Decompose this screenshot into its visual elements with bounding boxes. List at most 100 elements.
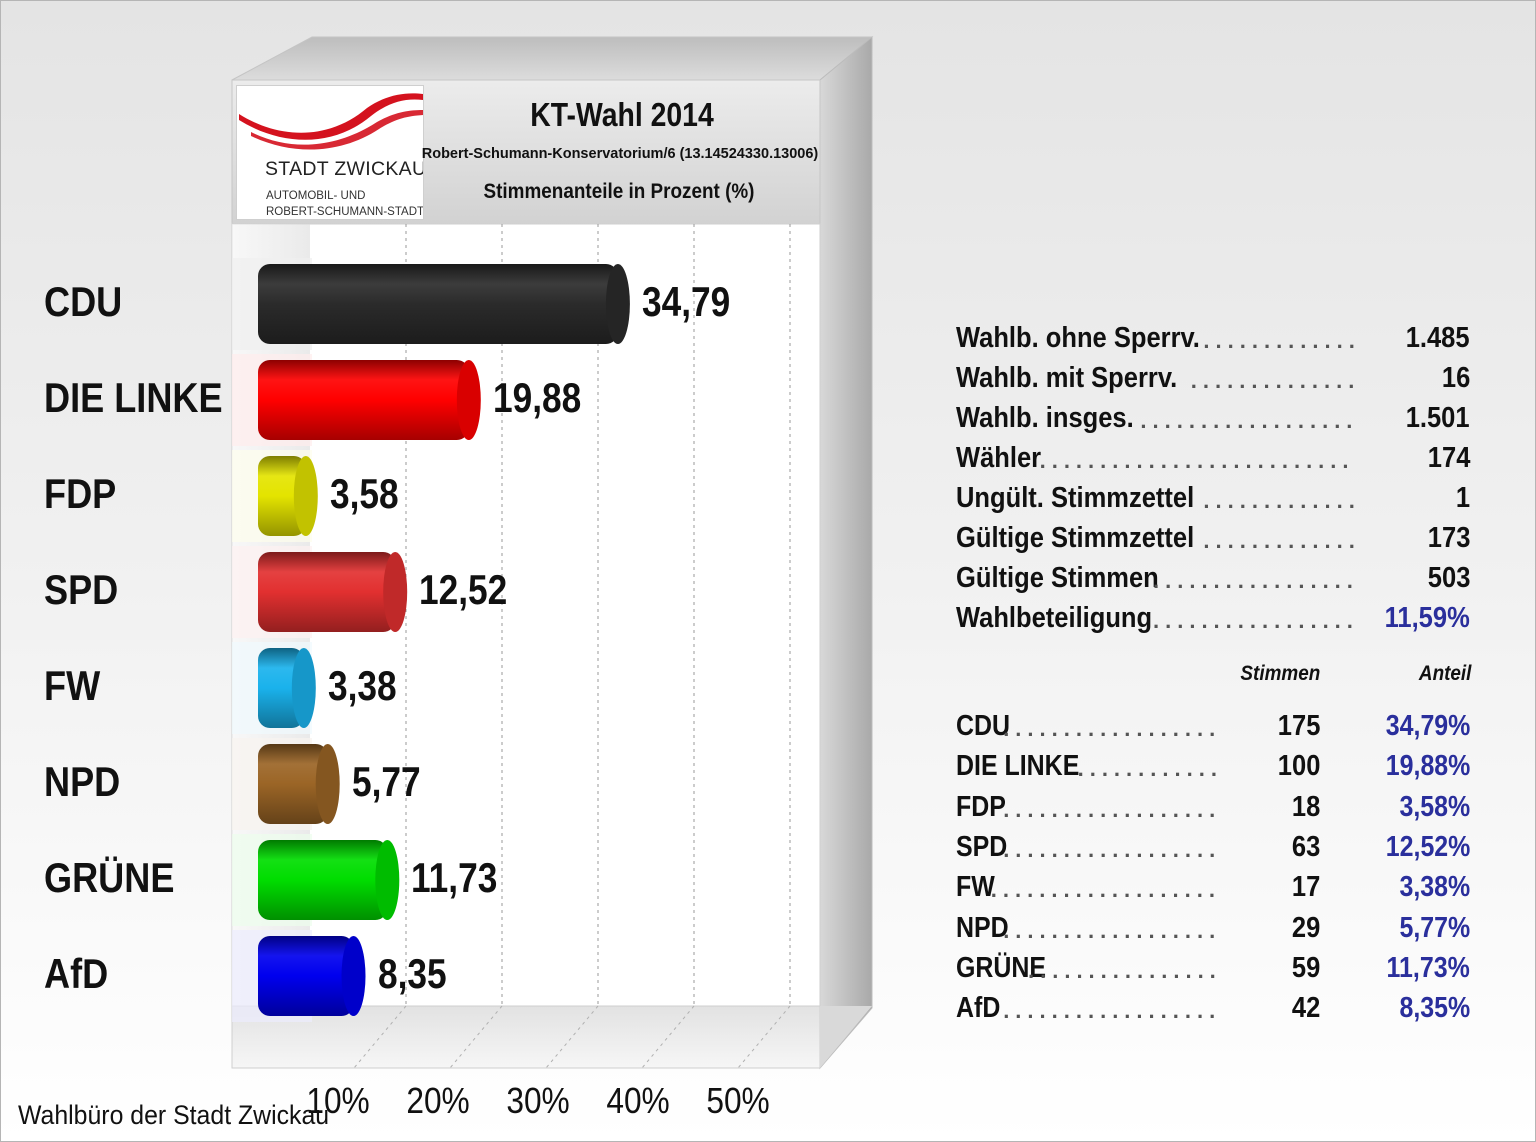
- leader-dots: ........................................: [1203, 528, 1356, 553]
- x-tick-label: 20%: [406, 1080, 470, 1121]
- bar-fdp: [258, 456, 306, 536]
- leader-dots: ..............................: [1003, 716, 1222, 741]
- table-votes: 42: [1291, 992, 1320, 1025]
- bar-end-cap: [341, 936, 366, 1016]
- table-share: 8,35%: [1399, 992, 1470, 1025]
- category-label: NPD: [44, 758, 121, 805]
- table-votes: 18: [1291, 790, 1320, 823]
- category-label: FW: [44, 662, 101, 709]
- stat-value: 16: [1441, 362, 1470, 394]
- leader-dots: ..............................: [1077, 756, 1222, 782]
- table-party: SPD: [956, 830, 1008, 863]
- table-share: 19,88%: [1385, 750, 1470, 783]
- data-label: 19,88: [492, 374, 582, 421]
- logo-swoosh-icon: [239, 93, 423, 150]
- stat-row: Gültige Stimmzettel.....................…: [956, 522, 1472, 558]
- table-party: FW: [956, 871, 995, 904]
- leader-dots: ........................................: [1039, 448, 1356, 473]
- city-logo: STADT ZWICKAU AUTOMOBIL- UND ROBERT-SCHU…: [236, 85, 424, 220]
- stat-row: Gültige Stimmen.........................…: [956, 562, 1472, 598]
- stat-label: Gültige Stimmen: [956, 562, 1159, 594]
- chart-subtitle: Robert-Schumann-Konservatorium/6 (13.145…: [421, 146, 819, 162]
- data-label: 5,77: [351, 758, 421, 805]
- stat-label: Ungült. Stimmzettel: [956, 482, 1195, 514]
- x-tick-label: 10%: [306, 1080, 370, 1121]
- leader-dots: ..............................: [1003, 796, 1222, 822]
- category-label: CDU: [44, 278, 123, 325]
- leader-dots: ........................................: [1203, 328, 1356, 353]
- bar-fw: [258, 648, 304, 728]
- stat-row: Wahlbeteiligung.........................…: [956, 602, 1472, 638]
- table-votes: 175: [1277, 710, 1320, 742]
- table-share: 3,38%: [1399, 871, 1470, 904]
- table-row: FDP.............................. 18 3,58%: [956, 791, 1472, 827]
- leader-dots: ..............................: [1003, 917, 1222, 943]
- column-header-share: Anteil: [1418, 662, 1472, 685]
- stat-label: Wahlb. ohne Sperrv.: [956, 322, 1200, 354]
- table-votes: 59: [1291, 951, 1320, 984]
- data-label: 34,79: [641, 278, 731, 325]
- bar-spd: [258, 552, 396, 632]
- stat-row: Wahlb. mit Sperrv.......................…: [956, 362, 1472, 398]
- table-share: 12,52%: [1385, 830, 1470, 863]
- table-party: GRÜNE: [956, 951, 1047, 984]
- table-share: 34,79%: [1385, 710, 1470, 742]
- data-label: 3,38: [327, 662, 397, 709]
- bar-end-cap: [456, 360, 481, 440]
- table-row: CDU.............................. 175 34,7…: [956, 710, 1472, 746]
- table-votes: 100: [1277, 750, 1320, 783]
- logo-subtitle-2: ROBERT-SCHUMANN-STADT: [266, 206, 424, 218]
- logo-subtitle-1: AUTOMOBIL- UND: [266, 190, 366, 202]
- category-label: FDP: [44, 470, 117, 517]
- bar-end-cap: [315, 744, 340, 824]
- category-label: GRÜNE: [44, 854, 175, 901]
- bar-cdu: [258, 264, 618, 344]
- x-tick-label: 30%: [506, 1080, 570, 1121]
- data-label: 12,52: [419, 566, 508, 613]
- table-votes: 63: [1291, 830, 1320, 863]
- bar-end-cap: [375, 840, 400, 920]
- chart-subtitle-units: Stimmenanteile in Prozent (%): [483, 180, 755, 203]
- table-party: FDP: [956, 790, 1006, 823]
- bar-npd: [258, 744, 328, 824]
- table-party: NPD: [956, 911, 1009, 944]
- table-row: SPD.............................. 63 12,52…: [956, 831, 1472, 867]
- bar-end-cap: [605, 264, 630, 344]
- bar-end-cap: [293, 456, 318, 536]
- leader-dots: ........................................: [1203, 488, 1356, 513]
- logo-name: STADT ZWICKAU: [265, 158, 424, 180]
- category-label: AfD: [44, 950, 109, 997]
- stat-label: Gültige Stimmzettel: [956, 522, 1195, 554]
- table-share: 5,77%: [1399, 911, 1470, 944]
- stat-label: Wähler: [956, 442, 1042, 474]
- category-label: DIE LINKE: [44, 374, 223, 421]
- table-party: AfD: [956, 992, 1001, 1025]
- bar-afd: [258, 936, 354, 1016]
- stat-value: 11,59%: [1384, 602, 1470, 634]
- data-label: 8,35: [377, 950, 447, 997]
- leader-dots: ........................................: [1153, 568, 1356, 593]
- leader-dots: ..............................: [990, 877, 1222, 903]
- stat-label: Wahlb. insges.: [956, 402, 1134, 434]
- stat-value: 1.501: [1406, 402, 1470, 434]
- footer-credit: Wahlbüro der Stadt Zwickau: [18, 1100, 330, 1130]
- stat-value: 503: [1427, 562, 1470, 594]
- bar-end-cap: [291, 648, 316, 728]
- table-votes: 17: [1291, 871, 1320, 904]
- stat-row: Ungült. Stimmzettel.....................…: [956, 482, 1472, 518]
- table-row: DIE LINKE.............................. 1…: [956, 750, 1472, 786]
- table-share: 3,58%: [1399, 790, 1470, 823]
- stat-value: 1: [1455, 482, 1470, 514]
- data-label: 11,73: [411, 854, 498, 901]
- stat-row: Wahlb. ohne Sperrv......................…: [956, 322, 1472, 358]
- leader-dots: ........................................: [1153, 608, 1356, 633]
- bar-grüne: [258, 840, 388, 920]
- leader-dots: ..............................: [1003, 836, 1222, 862]
- table-row: GRÜNE.............................. 59 11,…: [956, 952, 1472, 988]
- stat-value: 173: [1427, 522, 1470, 554]
- category-label: SPD: [44, 566, 119, 613]
- leader-dots: ..............................: [1028, 957, 1222, 983]
- stat-label: Wahlb. mit Sperrv.: [956, 362, 1178, 394]
- x-tick-label: 50%: [706, 1080, 770, 1121]
